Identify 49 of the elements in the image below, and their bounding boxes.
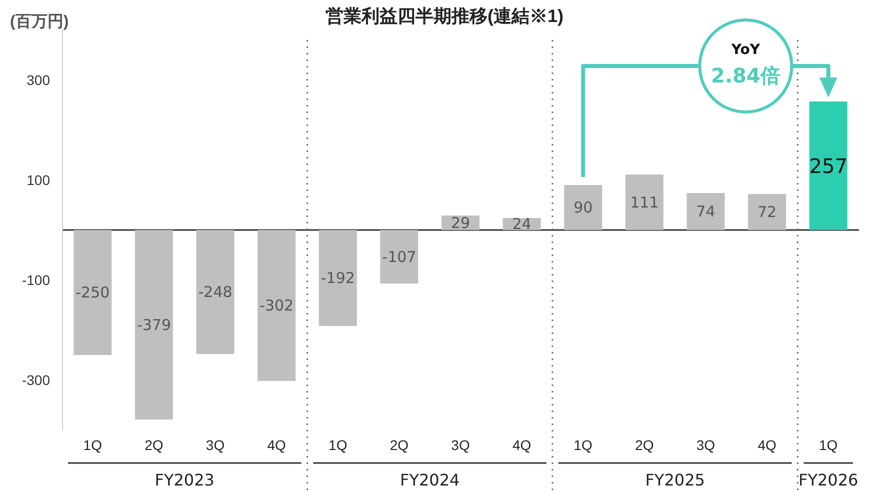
y-tick-label: 300 [26, 72, 50, 88]
chart-title: 営業利益四半期推移(連結※1) [326, 6, 564, 26]
data-label: -248 [198, 283, 232, 301]
bar [318, 230, 357, 326]
x-tick-label: 3Q [451, 437, 470, 453]
x-tick-label: 3Q [206, 437, 225, 453]
data-label: 24 [512, 215, 532, 233]
x-tick-label: 2Q [390, 437, 409, 453]
text: FY2023 [154, 470, 214, 490]
x-tick-label: 1Q [819, 437, 838, 453]
bar [134, 230, 173, 420]
x-tick-label: 4Q [267, 437, 286, 453]
data-label: -379 [136, 316, 171, 334]
data-label: -192 [320, 269, 355, 287]
data-label: -302 [260, 296, 294, 314]
bar [74, 230, 112, 355]
bar [686, 193, 725, 230]
annotation: YoY [731, 42, 760, 58]
y-tick-label: 100 [26, 172, 50, 188]
data-label: 74 [696, 202, 716, 220]
x-tick-label: 2Q [144, 437, 164, 453]
data-label: 72 [757, 203, 777, 221]
x-tick-label: 1Q [574, 437, 593, 453]
data-label: -250 [76, 284, 110, 302]
text: FY2026 [798, 470, 858, 490]
x-tick-label: 1Q [83, 437, 102, 453]
x-tick-label: 4Q [512, 437, 532, 453]
data-label: 257 [809, 154, 848, 178]
text: FY2025 [645, 470, 705, 490]
y-tick-label: -300 [22, 372, 50, 388]
bar [564, 185, 602, 230]
y-axis-title: (百万円) [10, 14, 69, 30]
data-label: 111 [630, 193, 659, 212]
data-label: -107 [382, 248, 416, 266]
y-tick-label: -100 [22, 272, 50, 288]
x-tick-label: 2Q [635, 437, 654, 453]
x-tick-label: 4Q [758, 437, 776, 453]
bar [625, 174, 664, 230]
x-tick-label: 1Q [328, 437, 348, 453]
data-label: 90 [574, 198, 593, 216]
bar [748, 194, 786, 230]
annotation: 2.84倍 [711, 62, 780, 90]
x-tick-label: 3Q [696, 437, 716, 453]
bar [258, 230, 296, 381]
bar [196, 230, 234, 354]
data-label: 29 [450, 214, 470, 232]
bar [809, 102, 848, 230]
bar [380, 230, 418, 284]
text: FY2024 [400, 470, 460, 490]
